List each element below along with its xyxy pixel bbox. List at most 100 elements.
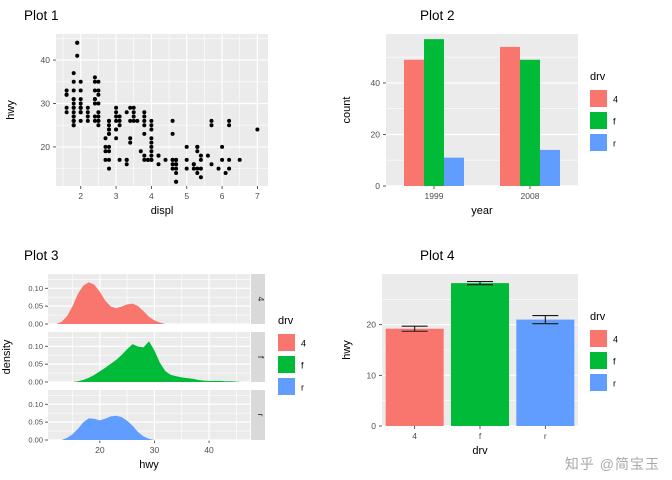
chart-text: 4 <box>256 297 266 302</box>
chart-text: 0.00 <box>28 320 43 329</box>
chart-text: r <box>613 139 616 149</box>
bar <box>500 46 520 187</box>
chart-text: 6 <box>220 191 225 201</box>
chart-text: displ <box>151 205 174 217</box>
chart-text: 2 <box>78 191 83 201</box>
error-bar <box>467 281 493 286</box>
density-area <box>56 282 166 324</box>
chart-text: r <box>301 383 304 393</box>
facet-strip <box>251 390 265 440</box>
chart-text: drv <box>278 315 294 327</box>
legend: drv 4 f r <box>590 71 618 151</box>
chart-text: 1999 <box>425 191 444 201</box>
chart-text: hwy <box>5 100 17 120</box>
chart-text: 4 <box>301 339 306 349</box>
axes: 4 f r 0 10 20 drv hwy <box>341 320 547 457</box>
plot-3-canvas: 0.00 0.05 0.10 0.00 0.05 0.10 0.00 0.05 0.10 20 30… <box>1 274 306 471</box>
bar <box>520 59 540 186</box>
chart-text: drv <box>590 71 606 83</box>
panel-background <box>56 34 268 186</box>
density-area <box>61 415 155 440</box>
chart-text: 2008 <box>521 191 540 201</box>
chart-text: 20 <box>95 445 105 455</box>
scatter-points <box>64 40 260 184</box>
chart-text: density <box>1 339 13 374</box>
chart-text: 30 <box>41 98 51 108</box>
legend-swatch <box>590 352 607 369</box>
legend: drv 4 f r <box>590 311 618 391</box>
chart-text: count <box>341 97 353 124</box>
plot-1-canvas: 2 3 4 5 6 7 20 30 40 displ hwy <box>5 34 268 217</box>
legend: drv 4 f r <box>278 315 306 395</box>
bar <box>451 283 509 426</box>
chart-text: 0.05 <box>28 302 43 311</box>
error-bar <box>401 325 428 332</box>
chart-text: 4 <box>412 431 417 441</box>
legend-swatch <box>590 112 607 129</box>
axes: 0.00 0.05 0.10 0.00 0.05 0.10 0.00 0.05 0.10 20 30… <box>1 284 214 471</box>
chart-text: 0.00 <box>28 378 43 387</box>
legend-swatch <box>590 134 607 151</box>
chart-text: 0 <box>375 181 380 191</box>
chart-text: f <box>479 431 482 441</box>
chart-text: 10 <box>367 370 377 380</box>
chart-text: 7 <box>255 191 260 201</box>
legend-swatch <box>590 90 607 107</box>
chart-text: r <box>256 414 266 417</box>
chart-text: f <box>613 357 616 367</box>
plot-3: Plot 3 0.00 0.05 0.10 0.00 0.05 0.10 0.00 0.05 0… <box>0 240 336 480</box>
bar <box>424 39 444 186</box>
chart-text: r <box>544 431 547 441</box>
error-bar <box>532 314 559 325</box>
chart-text: 0.00 <box>28 436 43 445</box>
bar <box>385 328 444 426</box>
chart-text: 40 <box>41 55 51 65</box>
chart-text: 0.05 <box>28 418 43 427</box>
legend-swatch <box>590 374 607 391</box>
chart-text: 40 <box>371 78 381 88</box>
chart-text: 40 <box>204 445 214 455</box>
chart-text: 0.10 <box>28 400 43 409</box>
chart-text: 20 <box>367 320 377 330</box>
chart-text: drv <box>472 445 488 457</box>
chart-text: 5 <box>184 191 189 201</box>
legend-swatch <box>278 356 295 373</box>
bar <box>540 149 560 186</box>
legend-swatch <box>278 378 295 395</box>
axes: 1999 2008 0 20 40 year count <box>341 78 540 217</box>
plot-2: Plot 2 1999 2008 0 20 40 year count drv 4 f r <box>336 0 672 240</box>
bars <box>385 283 575 426</box>
plot-1-title: Plot 1 <box>24 8 59 23</box>
bar <box>516 319 575 426</box>
axes: 2 3 4 5 6 7 20 30 40 displ hwy <box>5 55 260 217</box>
chart-text: 0.05 <box>28 360 43 369</box>
chart-text: hwy <box>341 340 353 360</box>
plot-1: Plot 1 2 3 4 5 6 7 20 30 40 displ hwy <box>0 0 336 240</box>
chart-text: 4 <box>149 191 154 201</box>
legend-swatch <box>278 334 295 351</box>
chart-text: 0.10 <box>28 284 43 293</box>
chart-text: f <box>256 356 266 359</box>
chart-text: 4 <box>613 335 618 345</box>
plot-4-title: Plot 4 <box>420 248 455 263</box>
bar <box>444 157 464 186</box>
chart-text: 0 <box>371 421 376 431</box>
chart-text: year <box>471 205 493 217</box>
bars <box>404 39 560 187</box>
plot-4: Plot 4 4 f r 0 10 20 drv hwy drv 4 f r <box>336 240 672 480</box>
density-area <box>72 341 242 382</box>
legend-swatch <box>590 330 607 347</box>
plot-2-canvas: 1999 2008 0 20 40 year count drv 4 f r <box>341 34 618 217</box>
chart-text: 30 <box>150 445 160 455</box>
watermark: 知乎 @简宝玉 <box>564 456 660 472</box>
plot-2-title: Plot 2 <box>420 8 455 23</box>
chart-text: 4 <box>613 95 618 105</box>
plot-3-title: Plot 3 <box>24 248 59 263</box>
chart-text: 3 <box>114 191 119 201</box>
chart-text: f <box>613 117 616 127</box>
chart-text: 0.10 <box>28 342 43 351</box>
chart-text: drv <box>590 311 606 323</box>
chart-text: r <box>613 379 616 389</box>
facet-strip <box>251 332 265 382</box>
